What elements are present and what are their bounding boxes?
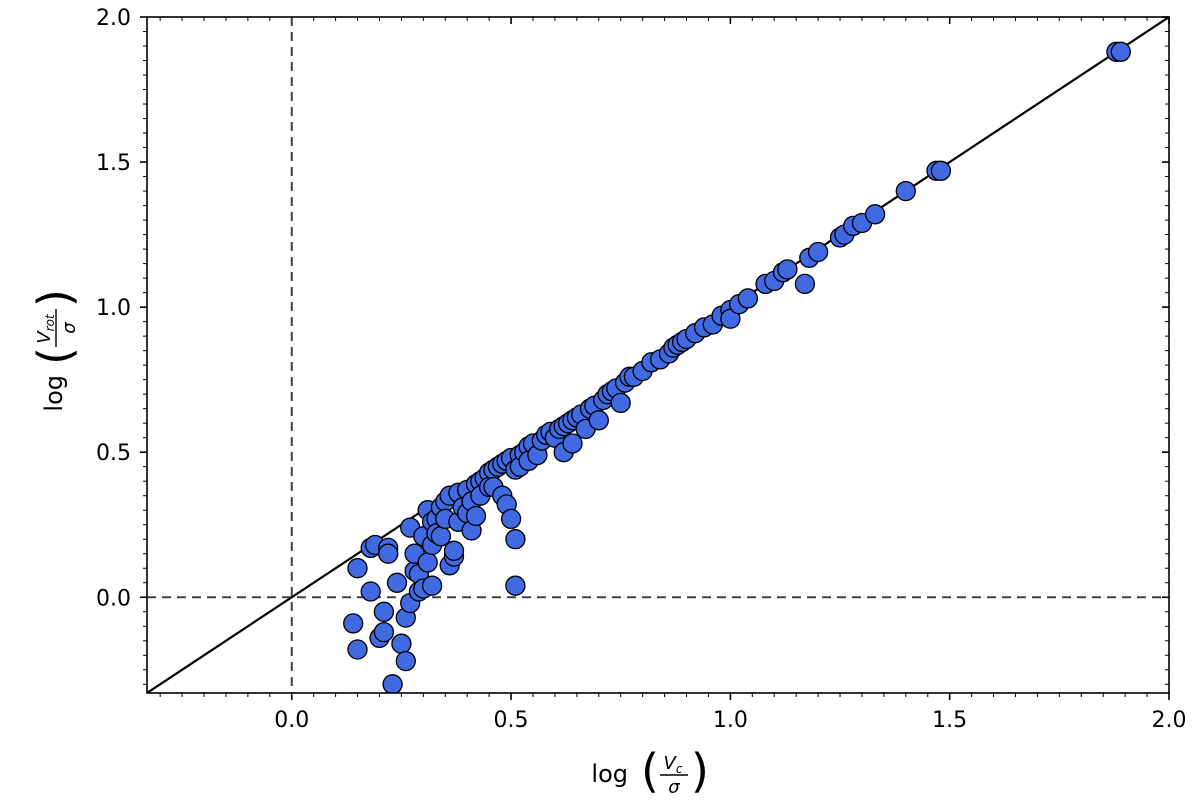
data-point: [500, 508, 522, 530]
x-tick-label: 1.5: [932, 708, 967, 733]
x-axis-label-numerator: Vc: [664, 753, 683, 776]
x-tick-label: 1.0: [713, 708, 748, 733]
y-tick-label: 1.0: [96, 296, 131, 321]
data-point: [347, 639, 368, 660]
x-axis-label-denominator: σ: [668, 777, 680, 798]
y-axis-label-paren-open: (: [28, 347, 82, 365]
x-axis-label-prefix: log: [591, 760, 628, 788]
x-numerator-subscript: c: [676, 762, 683, 776]
data-point: [562, 433, 583, 454]
data-point: [610, 392, 631, 414]
y-axis-label-prefix: log: [40, 375, 68, 412]
y-tick-label: 2.0: [96, 6, 131, 31]
y-axis-label-denominator: σ: [59, 322, 80, 334]
data-point: [360, 581, 381, 602]
data-point: [443, 540, 465, 561]
y-numerator-symbol: V: [34, 330, 55, 344]
y-axis-label-paren-close: ): [28, 289, 82, 307]
x-tick-label: 0.0: [274, 708, 309, 733]
data-point: [343, 613, 364, 634]
x-tick-label: 2.0: [1152, 708, 1187, 733]
data-point: [391, 633, 412, 654]
y-axis-label-numerator: Vrot: [34, 313, 57, 344]
data-point: [430, 526, 452, 547]
data-point: [373, 621, 395, 643]
data-point: [794, 273, 816, 295]
data-point: [505, 575, 526, 596]
y-axis-label: log ( Vrot σ ): [28, 289, 82, 412]
x-axis-label-paren-close: ): [691, 744, 709, 798]
data-point: [378, 543, 399, 564]
y-tick-label: 0.0: [96, 586, 131, 611]
data-point: [395, 650, 416, 672]
plot-frame: [146, 16, 1170, 694]
x-numerator-symbol: V: [664, 753, 678, 774]
data-point: [465, 505, 487, 527]
x-axis-label: log ( Vc σ ): [591, 744, 709, 798]
data-point: [777, 259, 798, 280]
data-point: [373, 601, 395, 622]
data-point: [807, 241, 829, 263]
data-point: [505, 529, 526, 550]
data-point: [930, 160, 952, 181]
data-point: [1110, 41, 1131, 62]
data-point: [737, 288, 759, 309]
data-point: [347, 558, 368, 579]
data-point: [895, 180, 916, 202]
y-tick-label: 0.5: [96, 441, 131, 466]
x-tick-label: 0.5: [494, 708, 529, 733]
x-axis-label-paren-open: (: [641, 744, 659, 798]
data-point: [864, 204, 886, 225]
y-tick-label: 1.5: [96, 151, 131, 176]
data-point: [386, 572, 408, 593]
data-point: [417, 552, 438, 573]
data-points: [343, 41, 1131, 693]
y-numerator-subscript: rot: [43, 313, 57, 331]
tick-labels: 0.0 0.5 1.0 1.5 2.0 0.0 0.5 1.0 1.5 2.0: [96, 6, 1187, 733]
data-point: [421, 575, 443, 596]
data-point: [382, 674, 403, 693]
data-point: [588, 410, 609, 431]
